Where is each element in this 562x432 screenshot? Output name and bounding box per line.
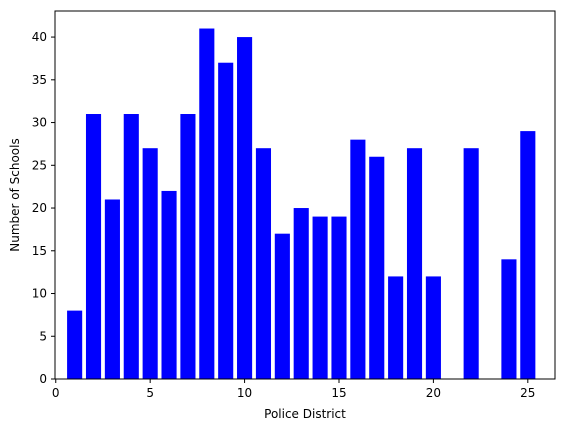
bar-district-15 <box>331 216 347 379</box>
bar-district-18 <box>388 276 404 379</box>
bar-district-7 <box>180 114 196 380</box>
bar-district-12 <box>274 233 290 379</box>
bar-district-24 <box>501 259 517 379</box>
bar-district-1 <box>67 310 83 379</box>
bar-district-22 <box>463 148 479 379</box>
x-axis-ticks: 0 5 10 15 20 25 <box>52 379 535 400</box>
bar-district-25 <box>520 131 536 379</box>
bar-district-3 <box>104 199 120 379</box>
bar-district-10 <box>237 37 253 379</box>
y-tick-label: 15 <box>32 244 47 258</box>
x-tick-label: 10 <box>237 386 252 400</box>
bar-district-19 <box>406 148 423 379</box>
bar-district-11 <box>255 148 272 379</box>
x-tick-label: 0 <box>52 386 60 400</box>
y-axis-ticks: 0 5 10 15 20 25 30 35 40 <box>32 30 55 386</box>
x-tick-label: 5 <box>146 386 154 400</box>
bar-district-14 <box>312 216 328 379</box>
x-axis-label: Police District <box>264 407 346 421</box>
y-tick-label: 35 <box>32 73 47 87</box>
x-tick-label: 25 <box>520 386 535 400</box>
bar-district-5 <box>142 148 158 379</box>
bar-district-17 <box>369 156 385 379</box>
bar-district-2 <box>85 114 102 380</box>
bars-group <box>67 28 536 380</box>
y-tick-label: 5 <box>39 329 47 343</box>
y-tick-label: 30 <box>32 116 47 130</box>
y-tick-label: 25 <box>32 158 47 172</box>
bar-district-8 <box>199 28 215 380</box>
plot-frame <box>54 10 556 380</box>
y-tick-label: 20 <box>32 201 47 215</box>
y-tick-label: 10 <box>32 287 47 301</box>
bar-district-20 <box>425 276 441 379</box>
bar-district-4 <box>123 114 139 380</box>
bar-district-9 <box>218 62 234 379</box>
x-tick-label: 15 <box>331 386 346 400</box>
y-tick-label: 40 <box>32 30 47 44</box>
y-tick-label: 0 <box>39 372 47 386</box>
bar-district-13 <box>293 208 309 379</box>
y-axis-label: Number of Schools <box>8 138 22 252</box>
bar-district-6 <box>161 190 177 379</box>
bar-district-16 <box>350 139 366 379</box>
x-tick-label: 20 <box>426 386 441 400</box>
